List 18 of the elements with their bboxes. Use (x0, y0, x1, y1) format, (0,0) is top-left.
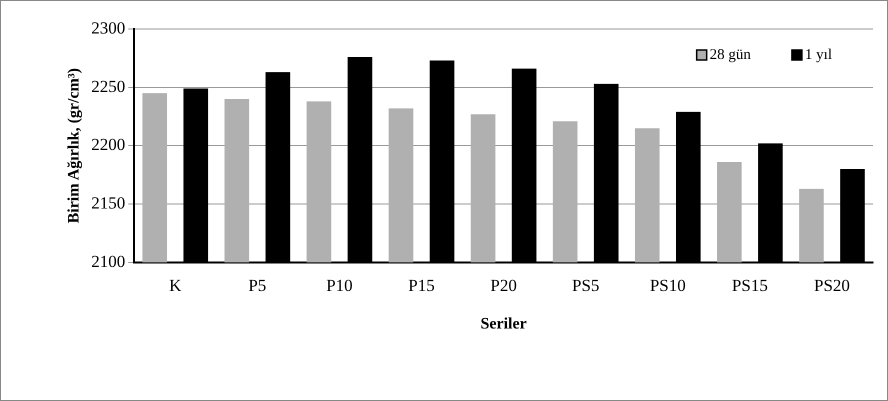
y-tick-label: 2100 (91, 252, 126, 271)
x-tick-label: P20 (490, 276, 517, 296)
x-tick-label: P15 (408, 276, 435, 296)
x-tick-label: PS10 (650, 276, 686, 296)
x-axis-title: Seriler (480, 316, 527, 333)
legend-label: 28 gün (710, 46, 752, 63)
y-tick-label: 2250 (91, 76, 126, 96)
y-tick-label: 2300 (91, 18, 126, 38)
y-axis-title: Birim Ağırlık, (gr/cm³) (66, 68, 83, 224)
x-tick-label: PS15 (732, 276, 768, 296)
x-tick-label: P10 (326, 276, 353, 296)
y-tick-label: 2200 (91, 135, 126, 154)
x-tick-label: PS5 (572, 276, 600, 296)
legend-label: 1 yıl (804, 46, 832, 63)
y-tick-label: 2150 (91, 194, 126, 213)
x-tick-label: K (169, 276, 182, 296)
x-tick-label: P5 (248, 276, 266, 296)
x-tick-label: PS20 (814, 276, 850, 296)
